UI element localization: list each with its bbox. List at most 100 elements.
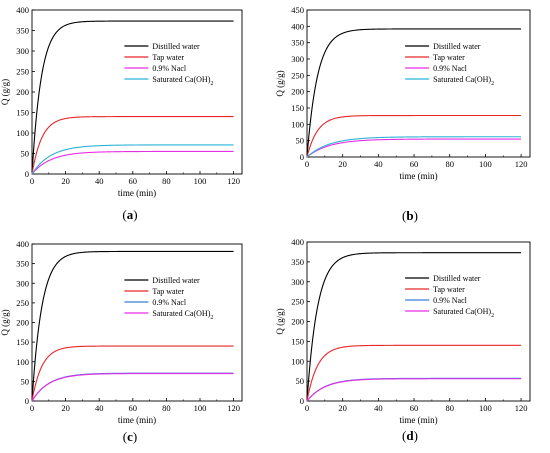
- chart-panel-c: 0 20 40 60 80 100 120 0 50 100 150 200 250 300 350 400 t…: [0, 239, 243, 444]
- y-tick-label: 100: [16, 357, 29, 367]
- x-tick-label: 80: [445, 159, 454, 169]
- series-line-3: [31, 150, 234, 175]
- y-tick-label: 200: [291, 87, 304, 97]
- x-tick-label: 40: [374, 403, 383, 413]
- legend-entry: Distilled water: [152, 276, 200, 285]
- x-tick-label: 20: [61, 403, 70, 413]
- x-tick-label: 0: [305, 159, 309, 169]
- x-tick-label: 120: [227, 403, 240, 413]
- y-tick-label: 150: [16, 337, 29, 347]
- series-line-2: [31, 345, 234, 402]
- y-tick-label: 50: [296, 376, 305, 386]
- y-tick-label: 450: [291, 5, 304, 15]
- x-tick-label: 20: [338, 403, 347, 413]
- series-line-1: [306, 252, 522, 402]
- legend-entry: Tap water: [433, 53, 465, 62]
- y-axis-label: Q (g/g): [275, 70, 285, 96]
- y-tick-label: 400: [291, 21, 304, 31]
- y-tick-label: 350: [291, 257, 304, 267]
- y-tick-label: 300: [291, 54, 304, 64]
- legend-entry: Distilled water: [433, 42, 481, 51]
- legend-entry: Saturated Ca(OH)2: [152, 309, 213, 321]
- y-tick-label: 300: [291, 277, 304, 287]
- legend-entry: Tap water: [152, 287, 184, 296]
- chart-panel-d: 0 20 40 60 80 100 120 0 50 100 150 200 250 300 350 400 t…: [275, 237, 531, 443]
- x-tick-label: 40: [95, 403, 104, 413]
- x-tick-label: 60: [129, 403, 138, 413]
- y-tick-label: 50: [21, 376, 30, 386]
- series-line-3: [306, 377, 522, 402]
- x-axis-label: time (min): [118, 188, 156, 198]
- chart-panel-a: 0 20 40 60 80 100 120 0 50 100 150 200 250 300 350 400 t…: [0, 5, 243, 222]
- x-tick-label: 80: [162, 176, 171, 186]
- y-tick-label: 0: [300, 396, 304, 406]
- x-tick-label: 60: [410, 403, 419, 413]
- x-tick-label: 120: [227, 176, 240, 186]
- y-tick-label: 250: [16, 298, 29, 308]
- x-tick-label: 0: [30, 176, 34, 186]
- y-tick-label: 200: [16, 87, 29, 97]
- series-line-4: [306, 136, 522, 158]
- y-axis-label: Q (g/g): [0, 309, 10, 335]
- x-tick-label: 80: [445, 403, 454, 413]
- y-tick-label: 150: [291, 103, 304, 113]
- y-tick-label: 100: [291, 119, 304, 129]
- x-tick-label: 20: [338, 159, 347, 169]
- y-axis-label: Q (g/g): [275, 308, 285, 334]
- y-tick-label: 50: [21, 149, 30, 159]
- x-axis-label: time (min): [118, 415, 156, 425]
- y-tick-label: 350: [16, 26, 29, 36]
- y-tick-label: 400: [16, 239, 29, 249]
- plot-frame: [306, 9, 531, 158]
- series-line-2: [31, 116, 234, 175]
- y-tick-label: 150: [291, 336, 304, 346]
- series-line-3: [31, 372, 234, 402]
- y-tick-label: 0: [25, 396, 29, 406]
- series-line-4: [306, 378, 522, 402]
- legend-entry: Distilled water: [433, 274, 481, 283]
- y-tick-label: 150: [16, 108, 29, 118]
- series-line-1: [306, 28, 522, 158]
- series-line-2: [306, 344, 522, 402]
- x-tick-label: 100: [194, 176, 207, 186]
- y-tick-label: 350: [291, 38, 304, 48]
- legend-entry: Tap water: [433, 285, 465, 294]
- series-line-4: [31, 144, 234, 175]
- y-tick-label: 400: [16, 5, 29, 15]
- series-line-4: [31, 372, 234, 402]
- y-tick-label: 250: [291, 70, 304, 80]
- x-tick-label: 40: [374, 159, 383, 169]
- chart-panel-b: 0 20 40 60 80 100 120 0 50 100 150 200 250 300 350 400 4…: [275, 5, 531, 223]
- x-tick-label: 60: [129, 176, 138, 186]
- x-tick-label: 100: [479, 403, 492, 413]
- legend-entry: Saturated Ca(OH)2: [433, 307, 494, 319]
- x-tick-label: 80: [162, 403, 171, 413]
- x-tick-label: 100: [479, 159, 492, 169]
- panel-label: (b): [402, 208, 418, 223]
- y-tick-label: 0: [25, 169, 29, 179]
- legend-entry: 0.9% Nacl: [433, 64, 468, 73]
- legend-entry: Saturated Ca(OH)2: [152, 75, 213, 87]
- x-tick-label: 100: [194, 403, 207, 413]
- legend-entry: 0.9% Nacl: [152, 64, 187, 73]
- y-tick-label: 100: [291, 356, 304, 366]
- x-tick-label: 120: [515, 159, 528, 169]
- y-tick-label: 200: [16, 318, 29, 328]
- series-line-3: [306, 138, 522, 158]
- panel-label: (a): [122, 207, 137, 222]
- x-tick-label: 0: [305, 403, 309, 413]
- x-tick-label: 40: [95, 176, 104, 186]
- legend-entry: 0.9% Nacl: [433, 296, 468, 305]
- x-tick-label: 60: [410, 159, 419, 169]
- y-tick-label: 200: [291, 317, 304, 327]
- y-tick-label: 250: [16, 67, 29, 77]
- plot-frame: [306, 241, 531, 402]
- series-line-1: [31, 20, 234, 175]
- y-tick-label: 250: [291, 297, 304, 307]
- x-axis-label: time (min): [399, 171, 437, 181]
- x-axis-label: time (min): [399, 415, 437, 425]
- panel-label: (d): [402, 428, 418, 443]
- y-tick-label: 0: [300, 152, 304, 162]
- y-tick-label: 100: [16, 128, 29, 138]
